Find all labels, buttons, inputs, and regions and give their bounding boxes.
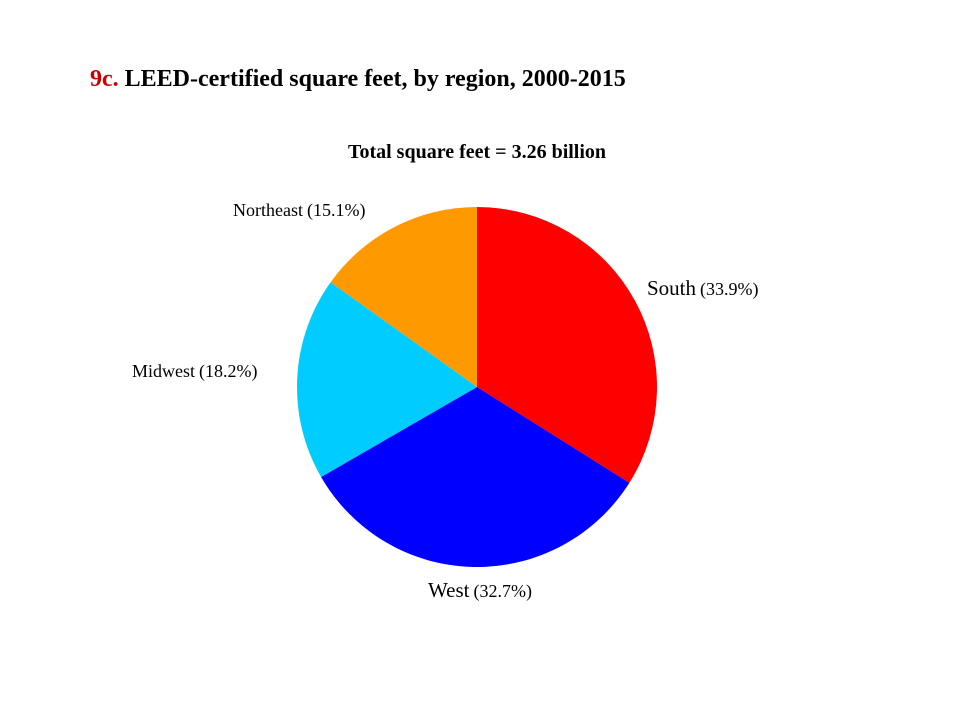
slice-label-west-pct: (32.7%) bbox=[473, 581, 532, 601]
slice-label-midwest-name: Midwest bbox=[132, 361, 195, 381]
slide-title: 9c. LEED-certified square feet, by region… bbox=[90, 66, 626, 93]
slice-label-south: South (33.9%) bbox=[647, 276, 759, 301]
slice-label-northeast: Northeast (15.1%) bbox=[233, 200, 365, 221]
pie-slice-west bbox=[321, 387, 630, 567]
slice-label-west-name: West bbox=[428, 578, 470, 602]
slice-label-midwest-pct: (18.2%) bbox=[199, 361, 258, 381]
pie-slice-midwest bbox=[297, 282, 477, 477]
pie-slice-northeast bbox=[330, 207, 477, 387]
slice-label-west: West (32.7%) bbox=[428, 578, 532, 603]
slice-label-northeast-name: Northeast bbox=[233, 200, 303, 220]
slice-label-northeast-pct: (15.1%) bbox=[306, 200, 366, 220]
pie-slice-south bbox=[477, 206, 658, 483]
slide-title-text: LEED-certified square feet, by region, 2… bbox=[124, 66, 626, 92]
slide-title-number: 9c. bbox=[90, 66, 119, 92]
slice-label-midwest: Midwest (18.2%) bbox=[132, 361, 257, 382]
slice-label-south-pct: (33.9%) bbox=[700, 279, 759, 299]
chart-title: Total square feet = 3.26 billion bbox=[347, 141, 607, 163]
slice-label-south-name: South bbox=[647, 276, 697, 300]
